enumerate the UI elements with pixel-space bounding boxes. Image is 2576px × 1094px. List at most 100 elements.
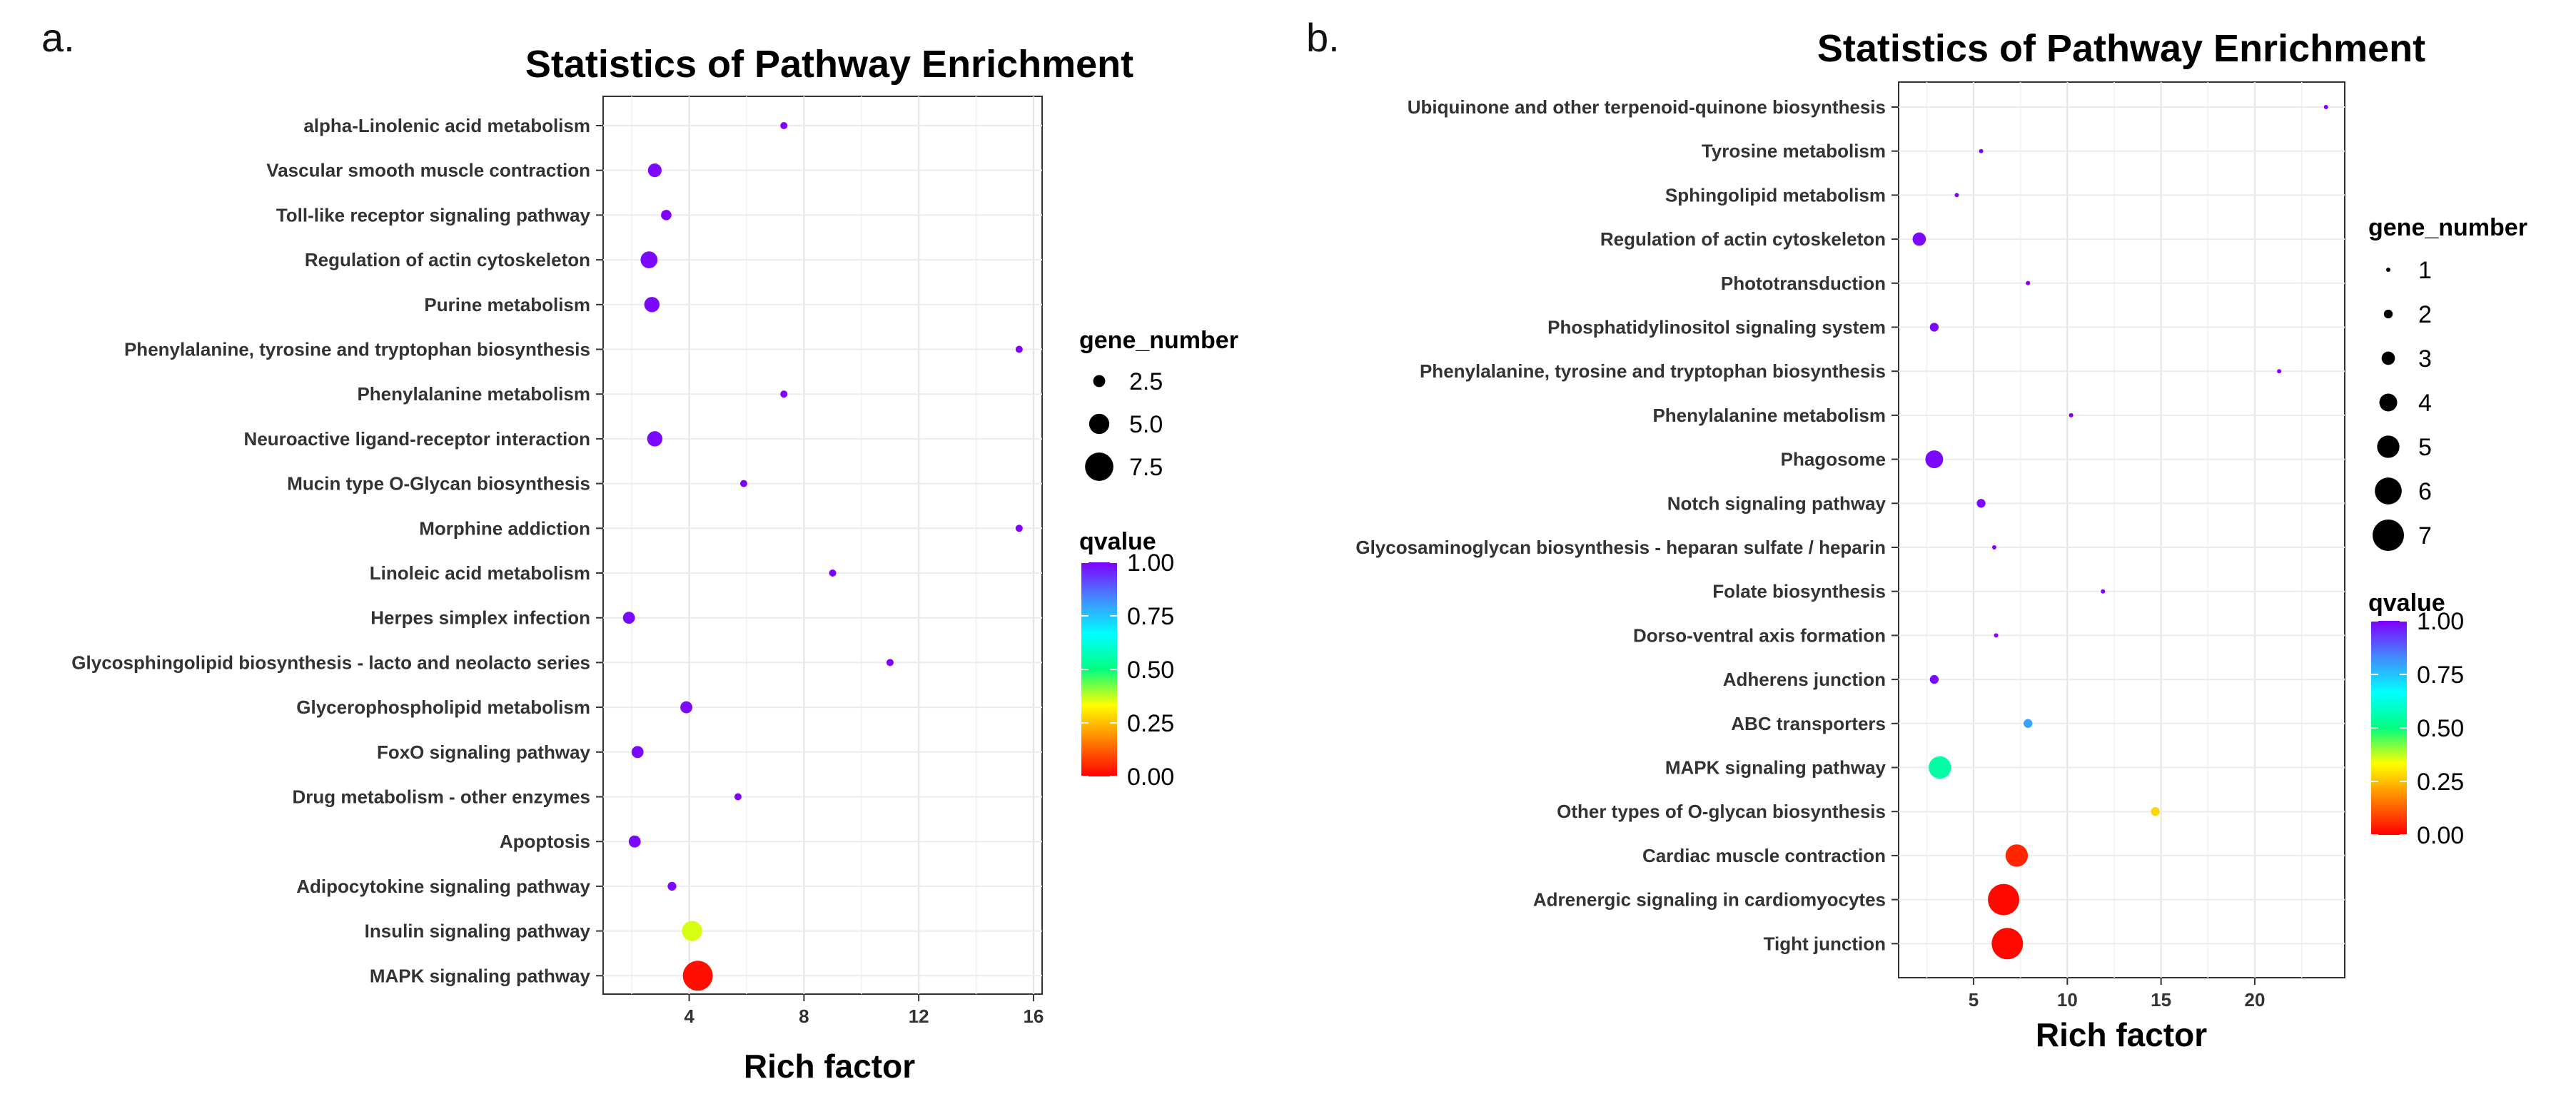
data-point: [682, 961, 713, 991]
color-legend-title: qvalue: [2368, 589, 2445, 617]
data-point: [2151, 807, 2160, 816]
data-point: [647, 431, 663, 447]
data-point: [628, 835, 641, 848]
y-tick-label: Notch signaling pathway: [1667, 492, 1886, 514]
panel-a-xlabel: Rich factor: [744, 1048, 915, 1085]
size-legend-label: 5.0: [1129, 411, 1163, 438]
data-point: [2277, 369, 2282, 374]
data-point: [631, 746, 644, 759]
y-tick-label: Drug metabolism - other enzymes: [292, 786, 590, 808]
size-legend-key: [2386, 268, 2390, 272]
y-tick-label: Mucin type O-Glycan biosynthesis: [287, 473, 590, 495]
y-tick-label: Insulin signaling pathway: [365, 921, 591, 942]
y-tick-label: MAPK signaling pathway: [1665, 757, 1886, 779]
data-point: [780, 390, 788, 398]
y-tick-label: ABC transporters: [1731, 713, 1886, 734]
size-legend-label: 2.5: [1129, 368, 1163, 395]
data-point: [1979, 148, 1984, 153]
x-tick-label: 20: [2244, 989, 2265, 1011]
colorbar-label: 1.00: [2417, 608, 2464, 635]
panel-b-label: b.: [1306, 15, 1340, 60]
size-legend-title: gene_number: [2368, 214, 2527, 241]
colorbar-label: 0.75: [2417, 662, 2464, 689]
size-legend-label: 3: [2418, 345, 2432, 373]
panel-a-plot: alpha-Linolenic acid metabolism Vascular …: [71, 96, 1044, 1027]
y-tick-label: alpha-Linolenic acid metabolism: [303, 115, 590, 136]
x-tick-label: 5: [1969, 989, 1979, 1011]
size-legend-label: 7: [2418, 522, 2432, 549]
y-tick-label: Purine metabolism: [424, 294, 590, 315]
y-tick-label: Herpes simplex infection: [370, 607, 590, 629]
y-tick-label: Adrenergic signaling in cardiomyocytes: [1533, 889, 1886, 911]
x-tick-label: 4: [684, 1006, 694, 1027]
data-point: [1925, 450, 1944, 469]
data-point: [644, 297, 660, 313]
panel-a-label: a.: [41, 15, 75, 60]
data-point: [2323, 105, 2328, 109]
y-tick-label: Adipocytokine signaling pathway: [296, 876, 590, 897]
data-point: [1976, 499, 1986, 508]
colorbar-label: 0.00: [2417, 822, 2464, 849]
x-tick-label: 8: [799, 1006, 809, 1027]
y-tick-label: Adherens junction: [1723, 669, 1886, 690]
panel-b: b. Statistics of Pathway Enrichment Ubiq…: [1306, 15, 2527, 1053]
plot-area: [1898, 81, 2345, 978]
y-tick-label: FoxO signaling pathway: [377, 741, 591, 763]
data-point: [1015, 345, 1023, 353]
panel-b-title: Statistics of Pathway Enrichment: [1817, 27, 2425, 70]
y-tick-label: Folate biosynthesis: [1712, 581, 1886, 602]
y-tick-label: Tight junction: [1764, 933, 1886, 954]
data-point: [667, 881, 677, 891]
size-legend-key: [2379, 393, 2398, 412]
y-tick-label: Regulation of actin cytoskeleton: [305, 249, 590, 270]
colorbar-label: 0.00: [1127, 764, 1174, 791]
size-legend-label: 4: [2418, 390, 2432, 417]
data-point: [1991, 928, 2024, 960]
y-tick-label: Neuroactive ligand-receptor interaction: [244, 428, 590, 450]
data-point: [734, 793, 742, 801]
y-tick-label: Cardiac muscle contraction: [1642, 845, 1886, 866]
data-point: [2026, 280, 2031, 285]
colorbar-label: 1.00: [1127, 549, 1174, 577]
size-legend-key: [2383, 309, 2393, 319]
data-point: [1015, 525, 1023, 532]
x-tick-label: 16: [1023, 1006, 1044, 1027]
y-tick-label: Linoleic acid metabolism: [370, 562, 590, 584]
y-tick-label: Phenylalanine, tyrosine and tryptophan b…: [124, 339, 590, 360]
data-point: [640, 251, 658, 268]
y-tick-label: Glycosaminoglycan biosynthesis - heparan…: [1355, 537, 1886, 558]
size-legend-label: 2: [2418, 301, 2432, 328]
data-point: [1929, 674, 1939, 684]
x-tick-label: 10: [2057, 989, 2078, 1011]
data-point: [1994, 633, 1999, 638]
size-legend-key: [2373, 520, 2404, 551]
size-legend-label: 5: [2418, 434, 2432, 461]
data-point: [1929, 756, 1951, 779]
data-point: [2101, 589, 2106, 594]
size-legend-label: 6: [2418, 478, 2432, 505]
size-legend-label: 7.5: [1129, 454, 1163, 481]
panel-b-xlabel: Rich factor: [2036, 1016, 2207, 1053]
x-tick-label: 12: [909, 1006, 929, 1027]
colorbar-label: 0.50: [1127, 657, 1174, 684]
y-tick-label: Dorso-ventral axis formation: [1633, 624, 1886, 646]
color-legend-title: qvalue: [1079, 528, 1156, 555]
data-point: [1991, 545, 1996, 549]
colorbar-label: 0.25: [2417, 769, 2464, 796]
y-tick-label: Ubiquinone and other terpenoid-quinone b…: [1408, 96, 1886, 118]
y-tick-label: Tyrosine metabolism: [1702, 141, 1886, 162]
y-tick-label: Glycosphingolipid biosynthesis - lacto a…: [71, 652, 590, 673]
y-tick-label: Regulation of actin cytoskeleton: [1600, 228, 1886, 250]
size-legend-label: 1: [2418, 257, 2432, 284]
panel-a-title: Statistics of Pathway Enrichment: [525, 43, 1133, 86]
data-point: [647, 163, 662, 178]
data-point: [829, 569, 837, 577]
size-legend-key: [2377, 435, 2400, 458]
data-point: [1912, 232, 1926, 246]
y-tick-label: Sphingolipid metabolism: [1665, 184, 1886, 206]
y-tick-label: Phosphatidylinositol signaling system: [1547, 317, 1886, 338]
y-tick-label: Phototransduction: [1721, 273, 1886, 294]
